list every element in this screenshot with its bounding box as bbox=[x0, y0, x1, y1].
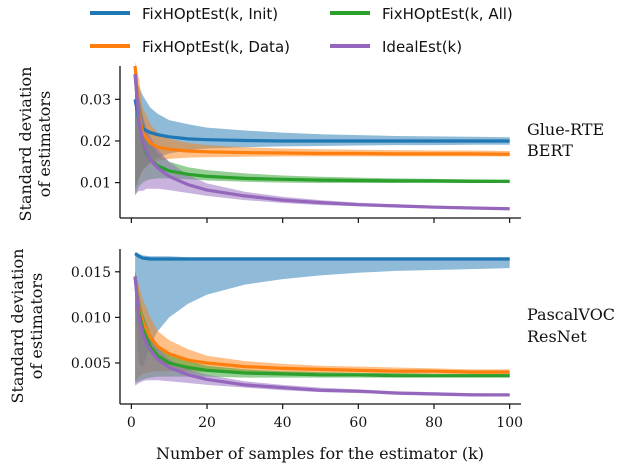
band-fixhoptest-k-data bbox=[135, 61, 510, 187]
series-lines bbox=[133, 252, 510, 397]
x-tick-label: 80 bbox=[425, 415, 443, 431]
line-fixhoptest-k-data bbox=[133, 276, 510, 374]
panel-label-dataset: PascalVOC bbox=[527, 305, 615, 324]
line-fixhoptest-k-init bbox=[134, 252, 510, 261]
y-tick-label: 0.005 bbox=[71, 356, 111, 372]
legend-label-fixhoptest-k-data: FixHOptEst(k, Data) bbox=[142, 38, 290, 56]
x-tick-label: 60 bbox=[349, 415, 367, 431]
y-axis-title-line-1: Standard deviation bbox=[16, 67, 35, 222]
y-axis-title-line-2: of estimators bbox=[35, 91, 54, 198]
line-idealest-k bbox=[133, 74, 510, 211]
panel-pascalvoc-resnet: 0.005 0.010 0.015 0 20 40 60 80 100 Standard dev… bbox=[8, 249, 615, 431]
x-tick-label: 40 bbox=[274, 415, 292, 431]
legend-label-fixhoptest-k-init: FixHOptEst(k, Init) bbox=[142, 5, 278, 23]
confidence-bands bbox=[135, 61, 510, 210]
legend: FixHOptEst(k, Init) FixHOptEst(k, Data) Fi… bbox=[90, 5, 513, 56]
axes: 0.01 0.02 0.03 bbox=[80, 66, 521, 223]
y-tick-label: 0.015 bbox=[71, 265, 111, 281]
x-axis-title: Number of samples for the estimator (k) bbox=[156, 444, 484, 463]
x-tick-label: 20 bbox=[198, 415, 216, 431]
y-tick-label: 0.02 bbox=[80, 134, 111, 150]
y-tick-label: 0.010 bbox=[71, 310, 111, 326]
axes: 0.005 0.010 0.015 0 20 40 60 80 100 bbox=[71, 249, 523, 431]
y-axis-title-line-2: of estimators bbox=[27, 273, 46, 380]
y-tick-label: 0.01 bbox=[80, 176, 111, 192]
y-axis-title-line-1: Standard deviation bbox=[8, 249, 27, 404]
panel-glue-rte-bert: 0.01 0.02 0.03 Standard deviation of estim… bbox=[16, 61, 604, 223]
line-fixhoptest-k-all bbox=[133, 276, 510, 378]
line-fixhoptest-k-init bbox=[133, 99, 510, 143]
legend-label-idealest-k: IdealEst(k) bbox=[382, 38, 462, 56]
y-tick-label: 0.03 bbox=[80, 92, 111, 108]
panel-label-model: ResNet bbox=[527, 327, 587, 346]
panel-label-dataset: Glue-RTE bbox=[527, 120, 604, 139]
x-tick-label: 0 bbox=[127, 415, 136, 431]
band-fixhoptest-k-init bbox=[135, 78, 510, 191]
x-tick-label: 100 bbox=[496, 415, 523, 431]
legend-label-fixhoptest-k-all: FixHOptEst(k, All) bbox=[382, 5, 513, 23]
line-fixhoptest-k-data bbox=[133, 65, 510, 156]
series-lines bbox=[133, 65, 510, 211]
line-idealest-k bbox=[133, 276, 510, 397]
panel-label-model: BERT bbox=[527, 141, 573, 160]
band-fixhoptest-k-init bbox=[135, 251, 510, 368]
